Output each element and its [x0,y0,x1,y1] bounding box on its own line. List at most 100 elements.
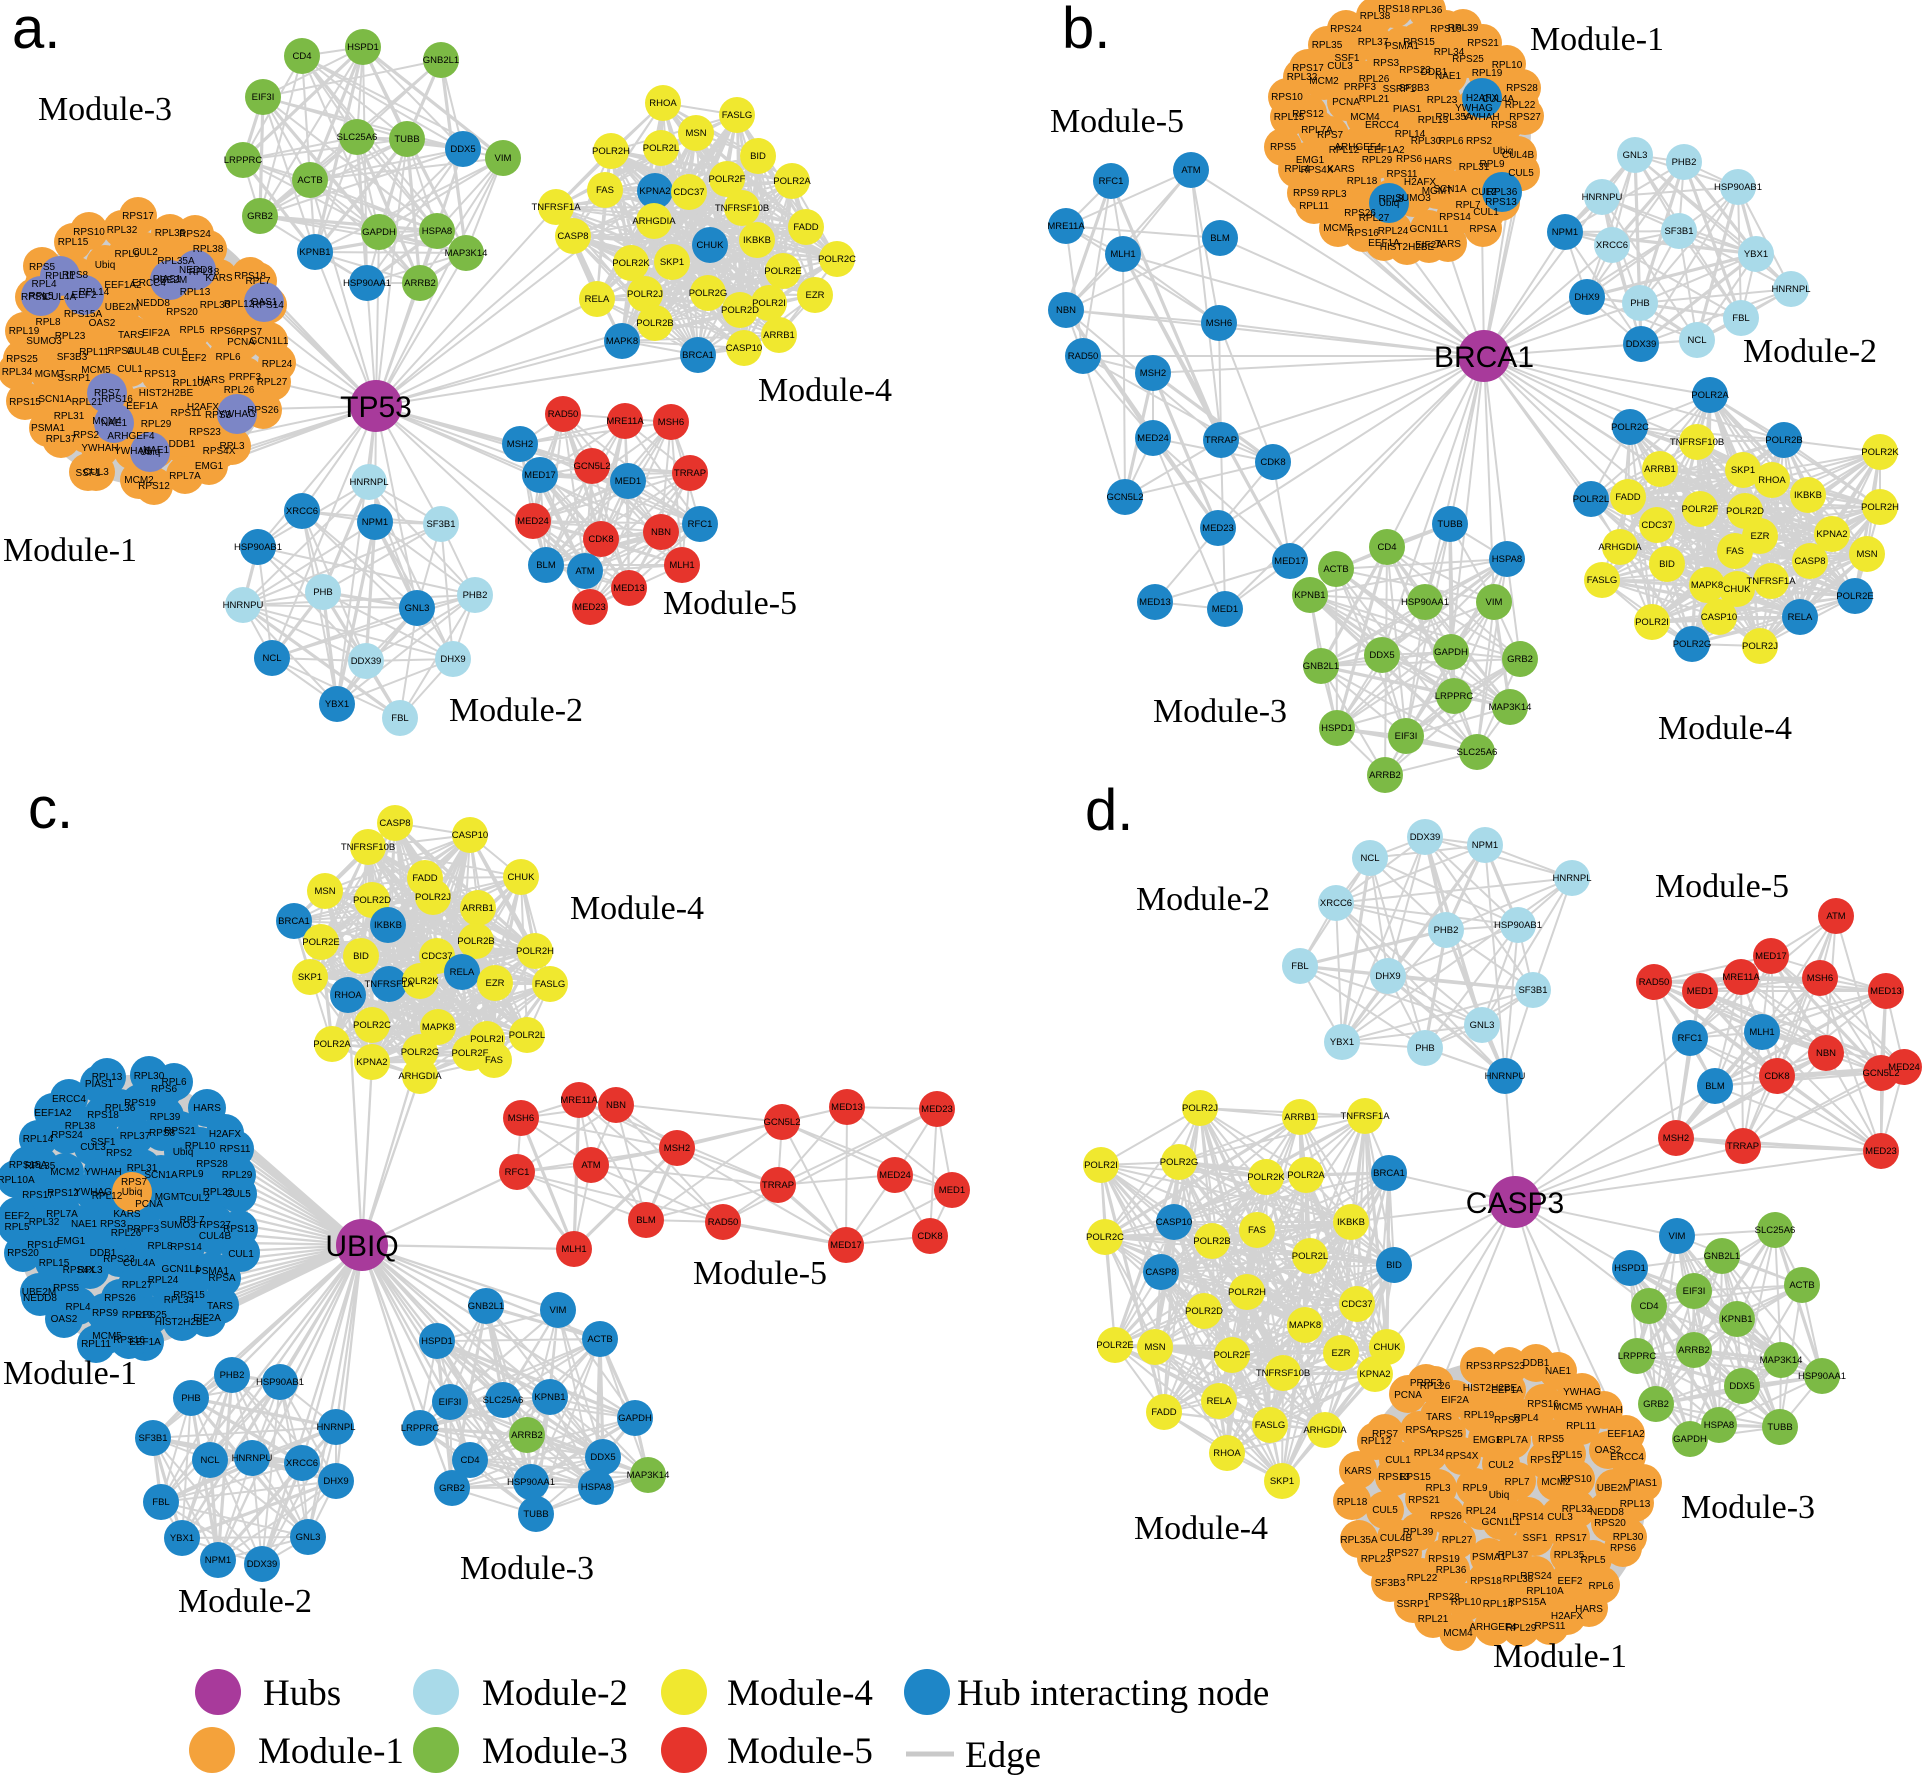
svg-text:POLR2E: POLR2E [764,266,802,277]
svg-text:Module-3: Module-3 [1681,1489,1815,1526]
svg-text:NAE1: NAE1 [101,418,128,429]
svg-text:POLR2A: POLR2A [1691,390,1729,401]
svg-text:GNL3: GNL3 [1470,1020,1495,1031]
svg-text:EEF1A: EEF1A [126,401,158,412]
svg-text:RPL8: RPL8 [147,1241,172,1252]
svg-text:SF3B1: SF3B1 [1664,226,1693,237]
svg-text:RFC1: RFC1 [505,1167,530,1178]
svg-text:RPL11: RPL11 [1566,1421,1596,1432]
svg-text:ARRB2: ARRB2 [404,278,436,289]
svg-text:EIF2A: EIF2A [1441,1395,1469,1406]
svg-text:HSPA8: HSPA8 [422,226,452,237]
svg-text:POLR2E: POLR2E [1836,591,1874,602]
svg-text:RELA: RELA [450,967,475,978]
svg-text:SKP1: SKP1 [1731,465,1755,476]
svg-text:DDX5: DDX5 [1729,1381,1754,1392]
svg-text:FASLG: FASLG [1255,1420,1286,1431]
svg-text:RHOA: RHOA [1758,475,1786,486]
svg-text:RPL12: RPL12 [1361,1436,1392,1447]
svg-text:KARS: KARS [1344,1466,1372,1477]
svg-text:RFC1: RFC1 [688,519,713,530]
svg-text:YBX1: YBX1 [170,1533,194,1544]
svg-text:EZR: EZR [806,290,825,301]
svg-text:TARS: TARS [1435,239,1461,250]
svg-text:NEDD8: NEDD8 [1590,1507,1624,1518]
svg-text:NCL: NCL [1687,335,1706,346]
svg-text:H2AFX: H2AFX [1551,1611,1584,1622]
svg-text:ERCC4: ERCC4 [1610,1452,1644,1463]
svg-text:EEF2: EEF2 [181,353,206,364]
svg-text:PRPF3: PRPF3 [127,1224,160,1235]
svg-text:RPS27: RPS27 [1509,112,1541,123]
svg-text:POLR2A: POLR2A [773,176,811,187]
svg-text:RPL38: RPL38 [1503,1574,1534,1585]
svg-text:FBL: FBL [1732,313,1749,324]
svg-text:DDB1: DDB1 [1523,1358,1550,1369]
svg-text:MED24: MED24 [517,516,549,527]
svg-text:RPL19: RPL19 [122,1310,153,1321]
svg-text:HNRNPU: HNRNPU [232,1453,273,1464]
svg-text:EMG1: EMG1 [195,461,224,472]
svg-text:KARS: KARS [113,1209,141,1220]
svg-text:CUL4A: CUL4A [1482,94,1515,105]
svg-text:RPS15: RPS15 [9,397,41,408]
svg-text:EEF2: EEF2 [1557,1576,1582,1587]
svg-text:FASLG: FASLG [1587,575,1618,586]
svg-text:RPS23: RPS23 [103,1254,135,1265]
svg-text:MSN: MSN [1144,1342,1165,1353]
svg-text:GCN1L1: GCN1L1 [162,1264,201,1275]
svg-text:RPSA: RPSA [208,1273,236,1284]
svg-text:RPL15: RPL15 [1274,112,1305,123]
svg-text:Module-4: Module-4 [570,890,704,927]
svg-text:GNL3: GNL3 [405,603,430,614]
svg-text:RPS10: RPS10 [27,1240,59,1251]
svg-text:YWHAH: YWHAH [1585,1405,1622,1416]
svg-text:FASLG: FASLG [722,110,753,121]
svg-text:IKBKB: IKBKB [374,920,402,931]
svg-text:Module-3: Module-3 [38,91,172,128]
svg-text:POLR2D: POLR2D [353,895,391,906]
svg-text:RPL19: RPL19 [9,326,40,337]
svg-text:Module-1: Module-1 [3,1355,137,1392]
svg-text:RPSA: RPSA [1469,224,1497,235]
svg-text:SSRP1: SSRP1 [1383,84,1416,95]
svg-text:SUMO3: SUMO3 [26,336,62,347]
svg-text:RPS16: RPS16 [113,1335,145,1346]
svg-text:ATM: ATM [575,566,594,577]
svg-text:RPS9: RPS9 [92,1308,119,1319]
svg-text:RPL32: RPL32 [1562,1504,1593,1515]
svg-text:YBX1: YBX1 [1744,249,1768,260]
svg-text:Edge: Edge [965,1735,1041,1775]
svg-text:RPS3: RPS3 [1466,1361,1493,1372]
svg-text:CASP8: CASP8 [379,818,410,829]
svg-text:ARHGEF4: ARHGEF4 [1334,142,1382,153]
svg-text:EIF3I: EIF3I [439,1397,462,1408]
svg-text:GCN5L2: GCN5L2 [1107,492,1144,503]
svg-text:POLR2J: POLR2J [415,892,451,903]
svg-text:CDC37: CDC37 [673,187,704,198]
svg-text:MLH1: MLH1 [561,1244,586,1255]
svg-text:EMG1: EMG1 [57,1236,86,1247]
svg-text:POLR2I: POLR2I [752,298,786,309]
svg-text:CUL4B: CUL4B [199,1231,232,1242]
svg-text:RPL7A: RPL7A [169,471,201,482]
svg-text:UBE2M: UBE2M [1597,1483,1631,1494]
svg-text:RPS27: RPS27 [1387,1548,1419,1559]
svg-text:MAP3K14: MAP3K14 [445,248,488,259]
svg-text:BRCA1: BRCA1 [1434,341,1534,374]
svg-text:MED1: MED1 [1687,986,1713,997]
svg-text:PSMA1: PSMA1 [1472,1552,1506,1563]
svg-text:Ubiq: Ubiq [1493,146,1514,157]
svg-text:RPS11: RPS11 [1535,1621,1566,1632]
svg-text:CDC37: CDC37 [421,951,452,962]
svg-text:SLC25A6: SLC25A6 [337,132,378,143]
svg-text:TARS: TARS [207,1301,233,1312]
svg-text:RPL11: RPL11 [79,347,109,358]
svg-text:RPS14: RPS14 [170,1242,202,1253]
svg-text:FADD: FADD [1151,1407,1176,1418]
svg-text:PSMA1: PSMA1 [1385,41,1419,52]
svg-text:MGMT: MGMT [155,1192,186,1203]
svg-text:RPS2: RPS2 [73,430,100,441]
svg-text:MED17: MED17 [1755,951,1787,962]
svg-text:POLR2F: POLR2F [452,1048,489,1059]
